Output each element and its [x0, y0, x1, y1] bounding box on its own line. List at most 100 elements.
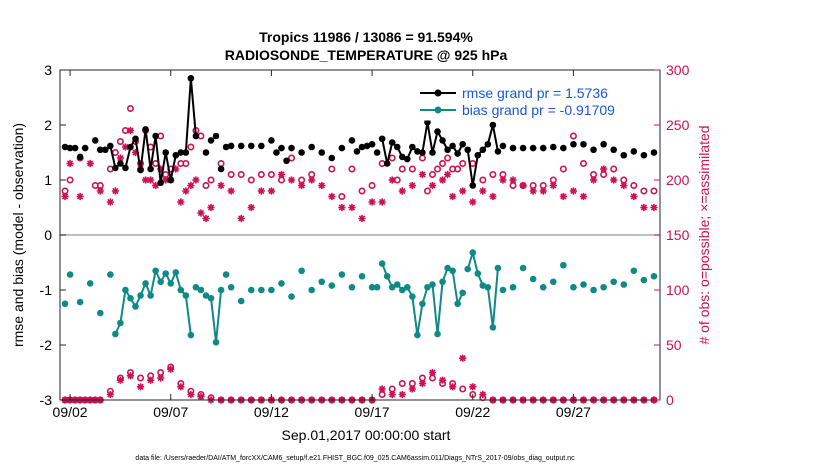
rmse-point — [177, 149, 185, 156]
rmse-point — [202, 149, 210, 156]
bias-point — [122, 286, 129, 294]
rmse-point — [217, 165, 225, 173]
bias-series-line — [381, 263, 464, 337]
rmse-point — [454, 150, 461, 157]
bias-series-line — [466, 251, 499, 329]
bias-point — [142, 280, 149, 287]
data-file-footnote: data file: /Users/raeder/DAI/ATM_forcXX/… — [135, 455, 575, 462]
obs-possible-point — [298, 176, 306, 184]
rmse-point — [539, 144, 547, 152]
obs-assimilated-point — [61, 192, 69, 201]
rmse-point — [424, 118, 431, 126]
y-right-tick-label: 300 — [666, 62, 690, 78]
rmse-point — [102, 146, 109, 154]
obs-assimilated-point — [509, 176, 517, 184]
x-axis-label: Sep.01,2017 00:00:00 start — [282, 427, 451, 443]
obs-assimilated-point — [418, 170, 427, 179]
obs-possible-point — [434, 165, 442, 173]
obs-assimilated-low-point — [469, 383, 477, 391]
x-tick-label: 09/17 — [355, 404, 390, 420]
y-right-tick-label: 100 — [666, 282, 690, 298]
bias-point — [409, 293, 416, 300]
rmse-point — [363, 142, 371, 150]
bias-point — [192, 283, 200, 291]
obs-assimilated-low-point — [177, 383, 185, 391]
obs-assimilated-point — [157, 165, 165, 173]
plot-area — [60, 74, 660, 404]
legend-rmse-label: rmse grand pr = 1.5736 — [462, 85, 608, 101]
obs-possible-point — [408, 165, 416, 173]
obs-possible-point — [630, 182, 638, 190]
obs-possible-point — [217, 160, 225, 168]
rmse-point — [434, 128, 441, 135]
obs-assimilated-low-point — [136, 383, 145, 391]
bias-point — [222, 271, 230, 278]
obs-assimilated-point — [147, 176, 155, 184]
rmse-point — [479, 146, 487, 154]
bias-point — [434, 330, 441, 338]
bias-point — [464, 265, 472, 273]
obs-assimilated-low-point — [479, 390, 487, 399]
rmse-point — [378, 135, 386, 143]
obs-assimilated-point — [449, 192, 457, 201]
obs-assimilated-point — [600, 165, 608, 173]
rmse-point — [398, 153, 406, 161]
obs-possible-low-point — [157, 368, 165, 376]
bias-point — [167, 280, 175, 287]
y-left-tick-label: 1 — [44, 172, 52, 188]
bias-point — [152, 267, 159, 275]
obs-assimilated-low-point — [408, 385, 416, 393]
obs-possible-low-point — [378, 390, 386, 398]
rmse-point — [449, 142, 456, 150]
obs-assimilated-low-point — [187, 390, 195, 399]
rmse-point — [600, 140, 607, 148]
bias-point — [76, 298, 84, 306]
bias-point — [398, 286, 406, 294]
y-left-tick-label: -1 — [40, 282, 53, 298]
obs-assimilated-low-point — [197, 393, 205, 401]
chart-title-line1: Tropics 11986 / 13086 = 91.594% — [259, 29, 473, 45]
rmse-point — [439, 137, 446, 144]
obs-possible-point — [338, 193, 346, 201]
bias-point — [61, 300, 69, 308]
obs-possible-point — [257, 171, 265, 179]
obs-assimilated-point — [277, 170, 286, 179]
obs-assimilated-point — [141, 176, 150, 184]
bias-point — [66, 271, 74, 278]
bias-point — [177, 286, 185, 294]
obs-assimilated-point — [192, 176, 200, 184]
obs-assimilated-point — [106, 198, 114, 206]
obs-possible-point — [539, 182, 547, 190]
rmse-point — [590, 146, 597, 154]
rmse-point — [76, 153, 84, 161]
rmse-point — [459, 140, 466, 148]
obs-possible-point — [111, 149, 119, 157]
rmse-point — [429, 149, 436, 156]
bias-point — [288, 293, 295, 300]
bias-point — [268, 286, 275, 294]
y-axis-right-label: # of obs: o=possible; ×=assimilated — [696, 125, 712, 344]
obs-assimilated-low-point — [418, 379, 427, 388]
bias-point — [404, 283, 411, 291]
rmse-point — [328, 154, 336, 162]
rmse-point — [474, 151, 482, 159]
rmse-point — [404, 155, 411, 163]
bias-point — [419, 300, 426, 308]
y-right-tick-label: 0 — [666, 392, 674, 408]
obs-assimilated-point — [202, 214, 210, 223]
obs-assimilated-point — [630, 192, 638, 201]
rmse-point — [509, 144, 517, 152]
obs-assimilated-point — [589, 176, 598, 184]
obs-possible-low-point — [459, 385, 467, 393]
obs-assimilated-low-point — [459, 354, 467, 362]
bias-point — [519, 264, 527, 272]
bias-point — [383, 272, 391, 280]
obs-assimilated-point — [267, 187, 276, 195]
obs-possible-point — [368, 182, 376, 190]
obs-possible-point — [439, 160, 447, 168]
rmse-point — [132, 135, 139, 143]
obs-assimilated-point — [569, 187, 578, 195]
obs-assimilated-point — [86, 159, 94, 168]
obs-possible-point — [529, 182, 537, 190]
